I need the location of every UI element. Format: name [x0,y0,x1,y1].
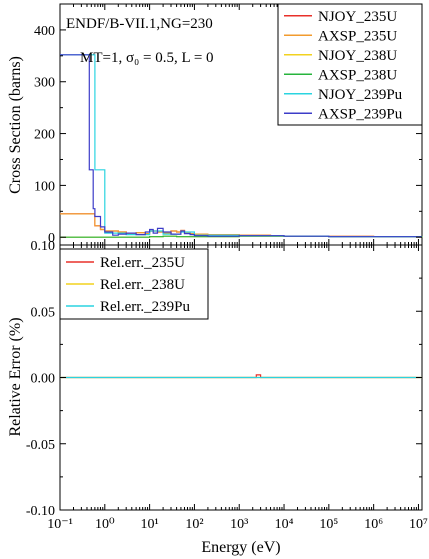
x-tick-label: 10⁴ [275,517,294,532]
legend-label: Rel.err._238U [100,277,185,293]
y-tick-label: 0.10 [31,239,56,254]
legend-label: AXSP_238U [318,67,397,83]
annotation-parameters-text: MT=1, σ₀ = 0.5, L = 0 [80,50,214,66]
x-tick-label: 10¹ [141,517,159,532]
x-axis-label: Energy (eV) [201,539,280,556]
legend-box [277,3,423,126]
bottom-x-ticks: 10⁻¹ 10⁰ 10¹ 10² 10³ 10⁴ 10⁵ 10⁶ 10⁷ [47,245,428,532]
legend-label: AXSP_239Pu [318,106,403,122]
bottom-panel: -0.10-0.050.000.050.10 10⁻¹ 10⁰ 10¹ 10² 10³ 1… [7,239,428,556]
legend-label: NJOY_238U [318,48,397,64]
annotation-library: ENDF/B-VII.1,NG=230 [66,16,213,32]
x-tick-label: 10⁰ [95,517,115,532]
top-legend: NJOY_235U AXSP_235U NJOY_238U AXSP_238U NJOY… [277,3,423,126]
x-tick-label: 10⁵ [319,517,338,532]
x-tick-label: 10⁶ [364,517,383,532]
legend-label: Rel.err._239Pu [100,299,190,315]
y-tick-label: 200 [34,128,55,143]
y-tick-label: -0.10 [26,504,55,519]
top-series-group [60,54,423,238]
top-panel: 0 100 200 300 400 ENDF/B-VII.1,NG=230 MT=1, … [7,3,423,246]
legend-label: AXSP_235U [318,28,397,44]
x-tick-label: 10⁷ [409,517,428,532]
series-line-axsp-239pu [60,54,422,238]
bottom-series-group [60,374,422,379]
x-tick-label: 10⁻¹ [47,517,73,532]
y-tick-label: 0.05 [31,305,56,320]
legend-label: Rel.err._235U [100,255,185,271]
y-tick-label: 300 [34,76,55,91]
top-y-axis-label: Cross Section (barns) [7,56,24,194]
y-tick-label: 100 [34,179,55,194]
y-tick-label: 0.00 [31,372,56,387]
x-tick-label: 10² [185,517,203,532]
y-tick-label: 400 [34,24,55,39]
legend-label: NJOY_235U [318,9,397,25]
bottom-legend: Rel.err._235U Rel.err._238U Rel.err._239Pu [59,248,209,320]
top-y-ticks: 0 100 200 300 400 [34,24,422,246]
x-tick-label: 10³ [230,517,248,532]
bottom-y-ticks: -0.10 -0.05 0.00 0.05 0.10 [26,239,422,519]
annotation-parameters: MT=1, σ₀ = 0.5, L = 0 [80,50,214,66]
legend-label: NJOY_239Pu [318,87,403,103]
y-tick-label: -0.05 [26,438,55,453]
bottom-y-axis-label: Relative Error (%) [7,317,24,436]
y-tick-label: 0 [48,231,55,246]
